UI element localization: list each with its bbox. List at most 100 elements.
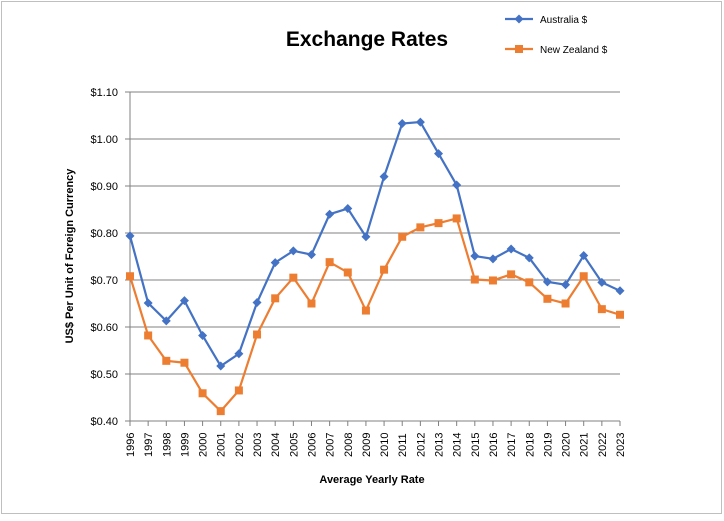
legend-marker-australia: [514, 14, 524, 24]
data-point-australia: [270, 258, 280, 268]
x-tick-label: 2021: [579, 433, 591, 457]
data-point-australia: [524, 253, 534, 263]
data-point-new-zealand: [343, 268, 352, 277]
data-point-new-zealand: [525, 278, 534, 287]
data-point-australia: [343, 204, 353, 214]
data-point-australia: [306, 250, 316, 260]
x-tick-label: 2000: [198, 433, 210, 457]
data-point-new-zealand: [579, 272, 588, 281]
data-point-new-zealand: [597, 305, 606, 314]
x-tick-label: 2019: [542, 433, 554, 457]
data-point-new-zealand: [289, 273, 298, 282]
x-tick-label: 2008: [343, 433, 355, 457]
x-tick-label: 2013: [434, 433, 446, 457]
data-point-new-zealand: [543, 294, 552, 303]
data-point-australia: [561, 280, 571, 290]
y-tick-label: $1.00: [90, 134, 118, 146]
chart-title: Exchange Rates: [286, 28, 448, 51]
x-axis-title: Average Yearly Rate: [319, 474, 424, 486]
x-tick-label: 1998: [161, 433, 173, 457]
data-point-new-zealand: [561, 299, 570, 308]
data-point-australia: [415, 117, 425, 127]
data-point-australia: [234, 349, 244, 359]
x-tick-label: 2016: [488, 433, 500, 457]
data-point-new-zealand: [325, 258, 334, 267]
data-point-australia: [452, 180, 462, 190]
data-point-australia: [198, 330, 208, 340]
y-tick-label: $1.10: [90, 87, 118, 99]
x-tick-label: 1996: [125, 433, 137, 457]
data-point-australia: [542, 277, 552, 287]
x-tick-label: 2005: [288, 433, 300, 457]
series-line-australia: [128, 120, 621, 368]
data-point-australia: [288, 246, 298, 256]
data-point-new-zealand: [398, 232, 407, 241]
data-point-new-zealand: [488, 276, 497, 285]
series-line-new-zealand: [128, 217, 621, 413]
data-point-australia: [361, 232, 371, 242]
y-tick-label: $0.70: [90, 275, 118, 287]
y-tick-label: $0.60: [90, 322, 118, 334]
data-point-new-zealand: [180, 358, 189, 367]
x-tick-label: 2003: [252, 433, 264, 457]
y-tick-label: $0.80: [90, 228, 118, 240]
data-point-new-zealand: [416, 223, 425, 232]
data-point-australia: [379, 172, 389, 182]
x-tick-label: 2017: [506, 433, 518, 457]
y-tick-label: $0.50: [90, 369, 118, 381]
x-tick-label: 2015: [470, 433, 482, 457]
data-point-new-zealand: [616, 310, 624, 319]
x-tick-label: 2018: [524, 433, 536, 457]
data-point-new-zealand: [271, 294, 280, 303]
x-tick-label: 2014: [452, 433, 464, 457]
x-tick-label: 2001: [216, 433, 228, 457]
data-point-new-zealand: [507, 270, 516, 279]
data-point-australia: [615, 286, 625, 296]
data-point-australia: [125, 231, 135, 241]
y-tick-label: $0.40: [90, 416, 118, 428]
data-point-australia: [325, 209, 335, 219]
data-point-new-zealand: [307, 299, 316, 308]
data-point-australia: [506, 244, 516, 254]
x-tick-label: 2002: [234, 433, 246, 457]
y-axis-title: US$ Per Unit of Foreign Currency: [64, 168, 76, 344]
x-tick-label: 2009: [361, 433, 373, 457]
x-tick-label: 2011: [397, 433, 409, 457]
x-tick-label: 2010: [379, 433, 391, 457]
data-point-australia: [488, 254, 498, 264]
data-point-australia: [161, 316, 171, 326]
data-point-australia: [216, 361, 226, 371]
data-point-new-zealand: [126, 272, 134, 281]
data-point-new-zealand: [253, 330, 262, 339]
data-point-new-zealand: [216, 407, 225, 416]
data-point-australia: [470, 251, 480, 261]
data-point-australia: [597, 277, 607, 287]
data-point-new-zealand: [380, 265, 389, 274]
x-tick-label: 2012: [415, 433, 427, 457]
data-point-new-zealand: [162, 356, 171, 365]
x-tick-label: 1999: [179, 433, 191, 457]
data-point-new-zealand: [198, 389, 207, 398]
x-tick-label: 2006: [306, 433, 318, 457]
x-tick-label: 2020: [561, 433, 573, 457]
data-point-australia: [179, 296, 189, 306]
data-point-new-zealand: [434, 219, 443, 228]
data-point-australia: [579, 251, 589, 261]
data-point-new-zealand: [470, 275, 479, 284]
x-tick-label: 2004: [270, 433, 282, 457]
data-point-new-zealand: [144, 331, 153, 340]
data-point-australia: [434, 149, 444, 159]
data-point-new-zealand: [234, 386, 243, 395]
legend-label-australia: Australia $: [540, 15, 588, 26]
legend-marker-new-zealand: [515, 45, 523, 53]
data-point-new-zealand: [452, 214, 461, 223]
legend-label-new-zealand: New Zealand $: [540, 45, 608, 56]
x-tick-label: 2007: [325, 433, 337, 457]
x-tick-label: 2022: [597, 433, 609, 457]
x-tick-label: 1997: [143, 433, 155, 457]
data-point-new-zealand: [361, 306, 370, 315]
data-point-australia: [252, 298, 262, 308]
